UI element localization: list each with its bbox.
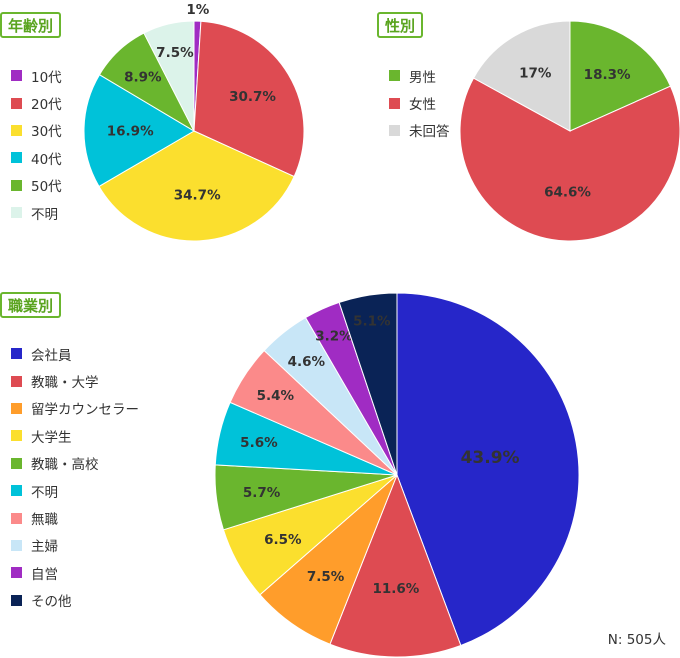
legend-swatch [11, 179, 22, 191]
age-slice-label-3: 34.7% [174, 188, 221, 204]
legend-label: 女性 [409, 97, 436, 114]
legend-label: 教職・大学 [31, 375, 99, 392]
legend-label: 留学カウンセラー [31, 402, 139, 419]
legend-label: 自営 [31, 566, 58, 583]
age-legend-item: 30代 [11, 117, 62, 144]
gender-slice-label-1: 18.3% [584, 67, 631, 83]
legend-label: 未回答 [409, 124, 450, 141]
gender-slice-label-2: 64.6% [544, 184, 591, 200]
job-slice-label-5: 5.7% [243, 485, 281, 501]
gender-slice-label-3: 17% [519, 65, 552, 81]
legend-label: 10代 [31, 69, 62, 86]
legend-swatch [11, 207, 22, 219]
legend-label: 不明 [31, 206, 58, 223]
age-slice-2 [193, 20, 305, 178]
legend-swatch [11, 567, 22, 579]
job-slice-label-10: 5.1% [353, 314, 391, 330]
age-slice-label-5: 8.9% [124, 69, 162, 85]
job-legend-item: 主婦 [11, 532, 139, 559]
legend-swatch [11, 512, 22, 524]
job-slice-label-8: 4.6% [288, 354, 326, 370]
legend-swatch [11, 375, 22, 387]
job-slice-label-9: 3.2% [315, 329, 353, 345]
job-legend-item: 教職・大学 [11, 367, 139, 394]
job-slice-10 [338, 292, 398, 476]
legend-label: 50代 [31, 179, 62, 196]
gender-legend-item: 未回答 [389, 117, 450, 144]
legend-label: 不明 [31, 484, 58, 501]
gender-legend-item: 女性 [389, 89, 450, 116]
gender-pie: 18.3% 64.6% 17% [459, 20, 680, 242]
legend-swatch [11, 124, 22, 136]
legend-label: 教職・高校 [31, 457, 99, 474]
age-slice-6 [143, 20, 195, 132]
age-legend-item: 20代 [11, 89, 62, 116]
legend-swatch [389, 70, 400, 82]
job-slice-label-3: 7.5% [307, 569, 345, 585]
legend-label: 男性 [409, 69, 436, 86]
legend-label: 会社員 [31, 347, 72, 364]
job-slice-label-6: 5.6% [240, 435, 278, 451]
job-legend-item: 自営 [11, 559, 139, 586]
legend-swatch [11, 348, 22, 360]
legend-label: 30代 [31, 124, 62, 141]
job-legend-item: 教職・高校 [11, 450, 139, 477]
job-legend-item: その他 [11, 587, 139, 614]
age-legend-item: 40代 [11, 144, 62, 171]
legend-swatch [11, 457, 22, 469]
job-chart-title-tag: 職業別 [0, 292, 62, 318]
gender-legend: 男性 女性 未回答 [389, 62, 450, 144]
legend-label: 大学生 [31, 429, 72, 446]
legend-label: 40代 [31, 151, 62, 168]
job-slice-label-4: 6.5% [264, 532, 302, 548]
gender-slice-3 [472, 20, 571, 132]
legend-label: 無職 [31, 512, 58, 529]
age-slice-label-6: 7.5% [156, 45, 194, 61]
legend-swatch [11, 70, 22, 82]
job-slice-1 [396, 292, 580, 647]
legend-swatch [389, 97, 400, 109]
job-slice-2 [329, 473, 462, 658]
job-legend-item: 会社員 [11, 340, 139, 367]
legend-swatch [11, 539, 22, 551]
age-legend-item: 50代 [11, 172, 62, 199]
age-slice-label-4: 16.9% [107, 124, 154, 140]
age-slice-label-1: 1% [186, 2, 209, 18]
legend-swatch [11, 485, 22, 497]
gender-legend-item: 男性 [389, 62, 450, 89]
job-pie: 43.9% 11.6% 7.5% 6.5% 5.7% 5.6% 5.4% 4.6% 3.2%5.… [214, 292, 580, 658]
job-slice-label-1: 43.9% [461, 448, 520, 468]
age-pie: 1% 30.7% 34.7% 16.9% 8.9% 7.5% [83, 2, 305, 242]
legend-label: 主婦 [31, 539, 58, 556]
legend-label: その他 [31, 594, 72, 611]
legend-swatch [11, 152, 22, 164]
job-legend: 会社員教職・大学留学カウンセラー 大学生教職・高校不明無職主婦自営その他 [11, 340, 139, 614]
age-legend-item: 不明 [11, 199, 62, 226]
age-chart-title-tag: 年齢別 [0, 12, 62, 38]
legend-swatch [11, 402, 22, 414]
job-legend-item: 不明 [11, 477, 139, 504]
legend-swatch [11, 594, 22, 606]
job-legend-item: 留学カウンセラー [11, 395, 139, 422]
gender-slice-2 [459, 77, 680, 242]
job-slice-label-7: 5.4% [257, 388, 295, 404]
job-slice-label-2: 11.6% [372, 581, 419, 597]
legend-swatch [11, 430, 22, 442]
legend-swatch [389, 124, 400, 136]
gender-chart-title-tag: 性別 [377, 12, 424, 38]
legend-label: 20代 [31, 97, 62, 114]
job-legend-item: 無職 [11, 504, 139, 531]
age-legend-item: 10代 [11, 62, 62, 89]
sample-size-note: N: 505人 [607, 632, 666, 648]
age-legend: 10代 20代 30代 40代 50代不明 [11, 62, 62, 226]
legend-swatch [11, 97, 22, 109]
job-legend-item: 大学生 [11, 422, 139, 449]
gender-slice-1 [569, 20, 672, 132]
age-slice-4 [83, 74, 195, 188]
age-slice-label-2: 30.7% [229, 89, 276, 105]
